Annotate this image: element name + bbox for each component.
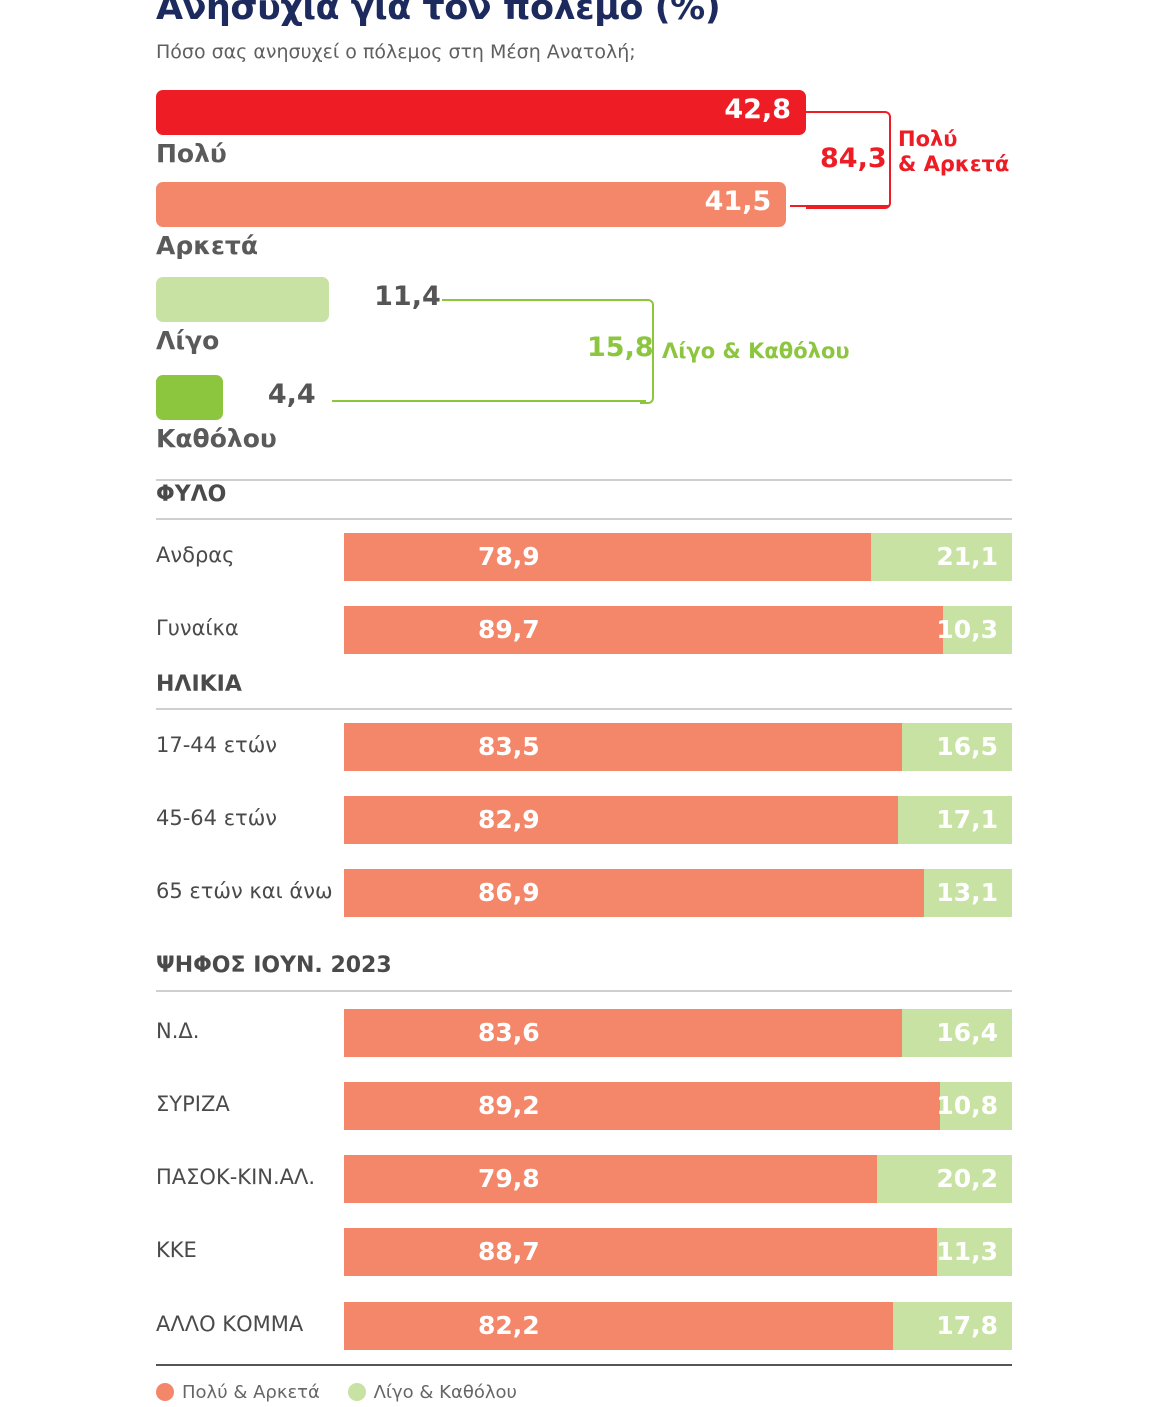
- row-label: ΣΥΡΙΖΑ: [156, 1092, 230, 1116]
- category-label-ligo: Λίγο: [156, 326, 220, 355]
- bar-segment-polu-arketa: [344, 1228, 937, 1276]
- section-top-rule-0: [156, 479, 1012, 481]
- group-label-polu-arketa: Πολύ & Αρκετά: [898, 127, 1010, 176]
- row-label: 45-64 ετών: [156, 806, 278, 830]
- bar-katholou: [156, 375, 223, 420]
- data-label-polu-arketa: 89,7: [478, 615, 540, 644]
- bar-segment-polu-arketa: [344, 869, 925, 917]
- row-label: Ν.Δ.: [156, 1019, 200, 1043]
- category-label-katholou: Καθόλου: [156, 424, 277, 453]
- data-label-ligo-katholou: 16,4: [936, 1018, 998, 1047]
- data-label-ligo-katholou: 20,2: [936, 1164, 998, 1193]
- group-total-ligo-katholou: 15,8: [587, 332, 654, 363]
- data-label-polu-arketa: 79,8: [478, 1164, 540, 1193]
- bar-segment-polu-arketa: [344, 1302, 894, 1350]
- data-label-polu-arketa: 78,9: [478, 542, 540, 571]
- bar-segment-ligo-katholou: [924, 869, 1012, 917]
- row-label: Ανδρας: [156, 543, 235, 567]
- data-label-polu-arketa: 83,6: [478, 1018, 540, 1047]
- category-label-polu: Πολύ: [156, 139, 227, 168]
- chart-title: Ανησυχία για τον πόλεμο (%): [156, 0, 721, 28]
- data-label-ligo-katholou: 10,3: [936, 615, 998, 644]
- row-label: 65 ετών και άνω: [156, 879, 333, 903]
- bar-polu: [156, 90, 806, 135]
- bracket-polu-arketa: [806, 110, 891, 209]
- bar-segment-ligo-katholou: [893, 1302, 1012, 1350]
- row-label: ΑΛΛΟ ΚΟΜΜΑ: [156, 1312, 304, 1336]
- bar-arketa: [156, 182, 787, 227]
- data-label-ligo-katholou: 17,8: [936, 1311, 998, 1340]
- bracket-stub-arketa: [790, 204, 889, 207]
- data-label-ligo-katholou: 13,1: [936, 878, 998, 907]
- bar-segment-ligo-katholou: [936, 1228, 1012, 1276]
- value-label-polu: 42,8: [724, 94, 791, 125]
- section-title: ΗΛΙΚΙΑ: [156, 672, 242, 697]
- data-label-polu-arketa: 82,9: [478, 805, 540, 834]
- bar-segment-polu-arketa: [344, 1009, 903, 1057]
- bar-segment-ligo-katholou: [877, 1155, 1012, 1203]
- bracket-line-katholou: [332, 400, 646, 402]
- bar-segment-polu-arketa: [344, 1082, 940, 1130]
- section-title: ΨΗΦΟΣ ΙΟΥΝ. 2023: [156, 953, 392, 978]
- data-label-polu-arketa: 88,7: [478, 1237, 540, 1266]
- bar-segment-ligo-katholou: [902, 1009, 1012, 1057]
- row-label: ΠΑΣΟΚ-ΚΙΝ.ΑΛ.: [156, 1165, 316, 1189]
- legend: Πολύ & Αρκετά Λίγο & Καθόλου: [156, 1382, 539, 1403]
- data-label-ligo-katholou: 21,1: [936, 542, 998, 571]
- value-label-ligo: 11,4: [374, 281, 441, 312]
- data-label-ligo-katholou: 11,3: [936, 1237, 998, 1266]
- bar-ligo: [156, 277, 330, 322]
- bar-segment-polu-arketa: [344, 796, 898, 844]
- bracket-line-ligo: [442, 299, 646, 301]
- legend-item-ligo-katholou: Λίγο & Καθόλου: [347, 1382, 517, 1403]
- row-label: 17-44 ετών: [156, 733, 278, 757]
- bar-segment-ligo-katholou: [871, 533, 1012, 581]
- legend-item-polu-arketa: Πολύ & Αρκετά: [156, 1382, 320, 1403]
- group-total-polu-arketa: 84,3: [820, 143, 887, 174]
- category-label-arketa: Αρκετά: [156, 231, 259, 260]
- section-title: ΦΥΛΟ: [156, 482, 227, 507]
- legend-swatch-polu-arketa: [156, 1383, 174, 1401]
- section-rule-2: [156, 990, 1012, 992]
- bar-segment-ligo-katholou: [943, 606, 1012, 654]
- data-label-polu-arketa: 82,2: [478, 1311, 540, 1340]
- row-label: ΚΚΕ: [156, 1238, 197, 1262]
- bar-segment-polu-arketa: [344, 533, 872, 581]
- row-label: Γυναίκα: [156, 616, 239, 640]
- bar-segment-polu-arketa: [344, 1155, 878, 1203]
- data-label-polu-arketa: 89,2: [478, 1091, 540, 1120]
- value-label-arketa: 41,5: [704, 186, 772, 217]
- bar-segment-ligo-katholou: [901, 723, 1012, 771]
- bar-segment-polu-arketa: [344, 723, 902, 771]
- data-label-ligo-katholou: 16,5: [936, 732, 998, 761]
- data-label-ligo-katholou: 17,1: [936, 805, 998, 834]
- bar-segment-ligo-katholou: [897, 796, 1012, 844]
- legend-swatch-ligo-katholou: [347, 1383, 366, 1401]
- section-rule-0: [156, 518, 1012, 520]
- group-label-ligo-katholou: Λίγο & Καθόλου: [662, 339, 850, 363]
- data-label-polu-arketa: 83,5: [478, 732, 540, 761]
- legend-label-ligo-katholou: Λίγο & Καθόλου: [373, 1382, 517, 1403]
- bar-segment-polu-arketa: [344, 606, 944, 654]
- chart-subtitle: Πόσο σας ανησυχεί ο πόλεμος στη Μέση Ανα…: [156, 41, 636, 63]
- section-rule-1: [156, 708, 1012, 710]
- data-label-polu-arketa: 86,9: [478, 878, 540, 907]
- bottom-rule: [156, 1364, 1012, 1366]
- value-label-katholou: 4,4: [267, 379, 316, 410]
- bracket-ligo-katholou: [640, 299, 654, 404]
- bar-segment-ligo-katholou: [939, 1082, 1012, 1130]
- legend-label-polu-arketa: Πολύ & Αρκετά: [182, 1382, 320, 1403]
- data-label-ligo-katholou: 10,8: [936, 1091, 998, 1120]
